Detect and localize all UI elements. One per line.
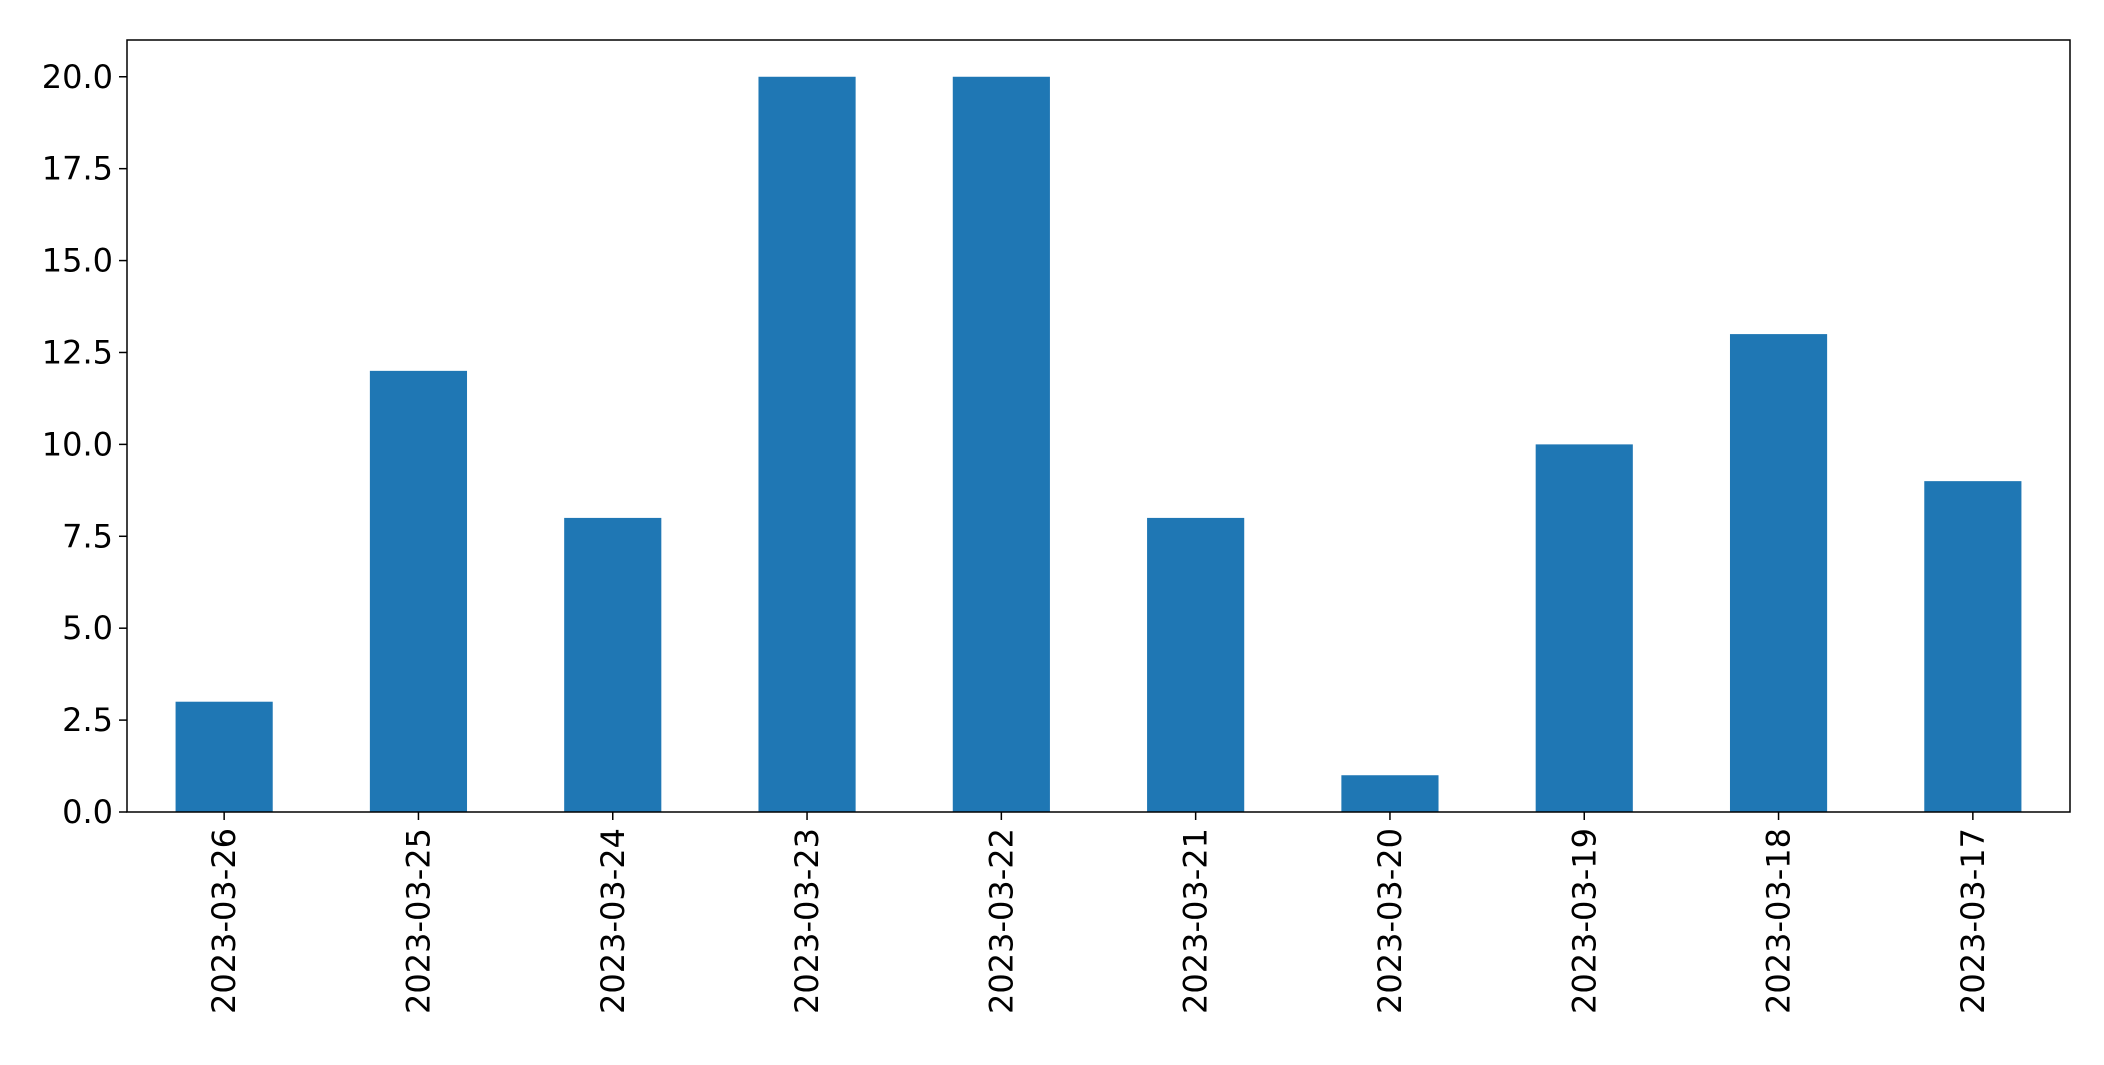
- x-tick-label: 2023-03-22: [982, 828, 1020, 1014]
- bar-2023-03-20: [1341, 775, 1439, 812]
- x-tick-label: 2023-03-24: [594, 828, 632, 1014]
- bar-2023-03-19: [1535, 444, 1633, 812]
- x-tick-label: 2023-03-17: [1954, 828, 1992, 1014]
- bar-2023-03-23: [758, 76, 856, 812]
- x-tick-label: 2023-03-23: [788, 828, 826, 1014]
- y-tick-label: 7.5: [62, 517, 113, 555]
- y-tick-label: 0.0: [62, 793, 113, 831]
- y-tick-label: 15.0: [42, 242, 113, 280]
- bars-layer: [175, 76, 2022, 812]
- x-tick-label: 2023-03-20: [1371, 828, 1409, 1014]
- y-tick-label: 5.0: [62, 609, 113, 647]
- x-tick-label: 2023-03-19: [1565, 828, 1603, 1014]
- plot-frame: [126, 39, 2071, 813]
- bar-2023-03-21: [1147, 517, 1245, 812]
- y-tick-label: 12.5: [42, 333, 113, 371]
- y-tick-label: 17.5: [42, 150, 113, 188]
- y-tick-label: 20.0: [42, 58, 113, 96]
- bar-2023-03-17: [1924, 481, 2022, 812]
- y-axis-ticks: 0.0 2.5 5.0 7.5 10.0 12.5 15.0 17.5 20.0: [42, 58, 127, 831]
- bar-2023-03-22: [952, 76, 1050, 812]
- x-tick-label: 2023-03-18: [1760, 828, 1798, 1014]
- bar-2023-03-24: [564, 517, 662, 812]
- x-tick-label: 2023-03-25: [399, 828, 437, 1014]
- x-tick-label: 2023-03-26: [205, 828, 243, 1014]
- bar-2023-03-26: [175, 701, 273, 812]
- y-tick-label: 2.5: [62, 701, 113, 739]
- bar-2023-03-25: [369, 370, 468, 812]
- bar-2023-03-18: [1729, 334, 1828, 812]
- x-axis-ticks: 2023-03-26 2023-03-25 2023-03-24 2023-03-23…: [205, 812, 1992, 1014]
- y-tick-label: 10.0: [42, 425, 113, 463]
- x-tick-label: 2023-03-21: [1177, 828, 1215, 1014]
